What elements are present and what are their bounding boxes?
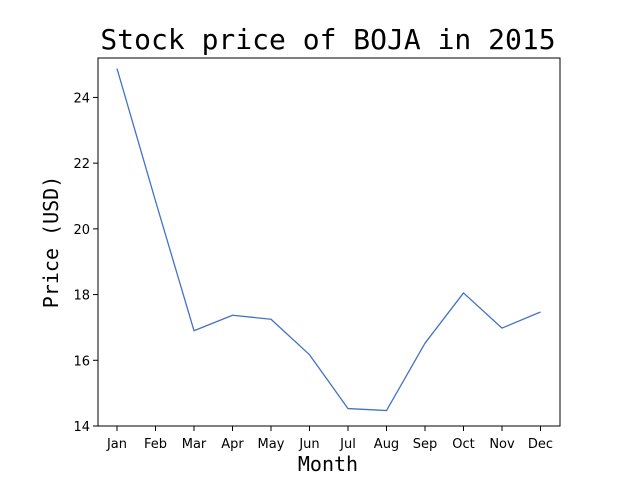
plot-frame	[97, 57, 561, 427]
series-line	[116, 68, 541, 412]
x-axis-label: Month	[298, 452, 358, 476]
data-point	[193, 329, 196, 332]
y-tick-label: 20	[73, 223, 90, 238]
data-point	[154, 199, 157, 202]
x-tick-label: Sep	[413, 437, 438, 452]
x-tick-label: Feb	[144, 437, 167, 452]
data-point	[308, 353, 311, 356]
x-tick-label: Aug	[374, 437, 399, 452]
y-tick-label: 22	[73, 157, 90, 172]
y-axis: 14 16 18 20 22 24	[73, 91, 98, 435]
data-point	[424, 342, 427, 345]
data-point	[347, 407, 350, 410]
x-tick-label: Jan	[106, 437, 127, 452]
x-tick-label: Dec	[528, 437, 553, 452]
data-point	[116, 67, 119, 70]
x-tick-label: Nov	[489, 437, 515, 452]
y-tick-label: 24	[73, 91, 90, 106]
data-point	[231, 314, 234, 317]
data-point	[501, 327, 504, 330]
plot-area	[97, 57, 561, 427]
data-point	[385, 409, 388, 412]
y-tick-label: 14	[73, 420, 90, 435]
x-axis: Jan Feb Mar Apr May Jun Jul Aug Sep Oct Nov Dec	[106, 426, 553, 452]
x-tick-label: Jun	[298, 437, 319, 452]
y-axis-label: Price (USD)	[39, 176, 63, 308]
data-point	[270, 318, 273, 321]
x-tick-label: May	[258, 437, 285, 452]
series-layer	[116, 67, 542, 412]
x-tick-label: Jul	[339, 437, 356, 452]
x-tick-label: Oct	[452, 437, 474, 452]
data-point	[462, 291, 465, 294]
x-tick-label: Apr	[221, 437, 244, 452]
y-tick-label: 16	[73, 354, 90, 369]
data-point	[539, 310, 542, 313]
x-tick-label: Mar	[182, 437, 207, 452]
chart-title: Stock price of BOJA in 2015	[100, 23, 555, 56]
y-tick-label: 18	[73, 289, 90, 304]
